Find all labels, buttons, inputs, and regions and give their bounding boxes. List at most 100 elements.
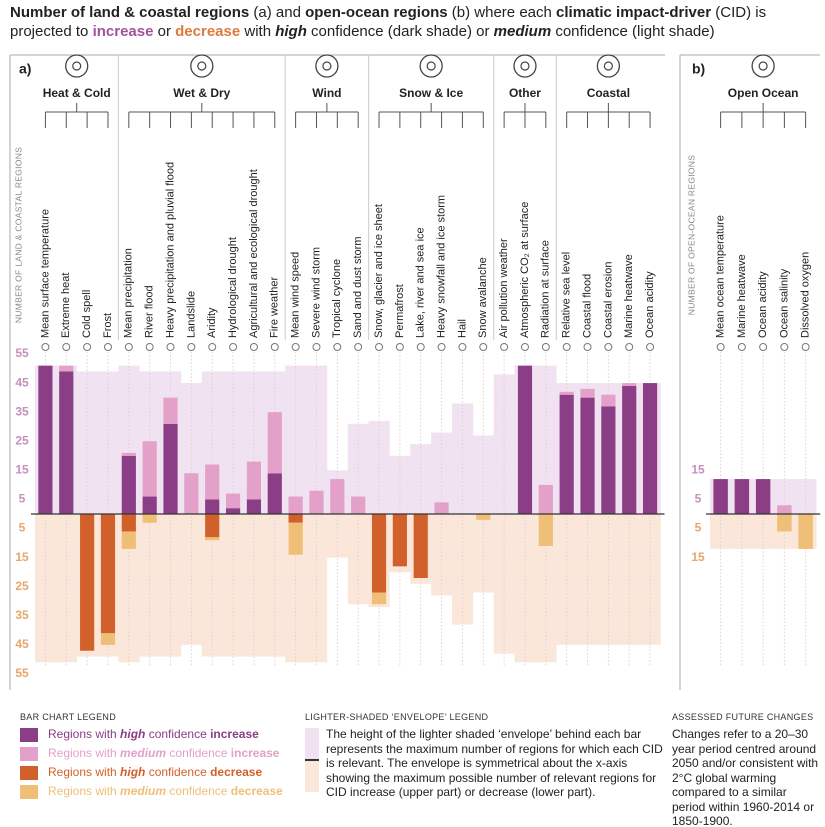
- category-label: Hail: [456, 319, 468, 338]
- category-marker: [520, 343, 529, 351]
- category-label: Marine heatwave: [736, 254, 748, 338]
- group-icon: [197, 61, 207, 71]
- category-marker: [354, 343, 363, 351]
- category-marker: [801, 343, 810, 351]
- y-axis-label: NUMBER OF LAND & COASTAL REGIONS: [13, 147, 23, 323]
- category-label: Aridity: [206, 307, 218, 338]
- envelope-lower: [180, 514, 203, 645]
- legend-text: confidence: [145, 727, 211, 741]
- category-marker: [780, 343, 789, 351]
- envelope-lower: [55, 514, 77, 663]
- title-part: (CID) is projected to: [10, 4, 771, 40]
- bar: [601, 406, 616, 514]
- category-marker: [103, 343, 112, 351]
- bar: [225, 508, 241, 514]
- group-icon: [513, 54, 537, 78]
- legend-item: Regions with high confidence decrease: [20, 765, 262, 780]
- category-label: Mean surface temperature: [39, 209, 51, 338]
- title-part: medium: [493, 23, 552, 40]
- category-marker: [124, 343, 133, 351]
- bar: [755, 479, 771, 514]
- envelope-lower: [535, 514, 557, 663]
- category-marker: [333, 343, 342, 351]
- group-icon: [751, 54, 775, 78]
- category-label: Tropical cyclone: [331, 259, 343, 338]
- y-tick-label: 15: [691, 550, 705, 564]
- category-label: River flood: [144, 285, 156, 338]
- envelope-lower: [618, 514, 640, 645]
- category-label: Hydrological drought: [227, 237, 239, 338]
- envelope-lower: [243, 514, 265, 657]
- bar: [622, 386, 637, 514]
- bar: [777, 505, 792, 514]
- category-label: Ocean acidity: [757, 271, 769, 338]
- envelope-lower: [597, 514, 620, 645]
- panel-label: a): [19, 61, 31, 77]
- group-icon: [72, 61, 82, 71]
- title-part: open-ocean regions: [305, 4, 448, 21]
- category-marker: [83, 343, 92, 351]
- bar: [309, 490, 324, 514]
- envelope-lower: [35, 514, 57, 663]
- bar: [142, 441, 157, 497]
- category-marker: [479, 343, 488, 351]
- category-marker: [229, 343, 238, 351]
- bar: [267, 473, 282, 514]
- bar: [622, 383, 637, 386]
- category-label: Radiation at surface: [540, 240, 552, 338]
- category-label: Frost: [102, 313, 114, 338]
- bar: [538, 484, 553, 514]
- envelope-upper: [368, 420, 390, 514]
- category-marker: [41, 343, 50, 351]
- category-label: Coastal erosion: [602, 262, 614, 338]
- category-marker: [270, 343, 279, 351]
- y-tick-label: 25: [15, 579, 29, 593]
- category-label: Mean precipitation: [123, 248, 135, 338]
- category-label: Ocean acidity: [644, 271, 656, 338]
- bar: [642, 383, 658, 514]
- legend-item: Regions with medium confidence increase: [20, 746, 279, 761]
- group-icon: [65, 54, 89, 78]
- title-part: (b) where each: [447, 4, 557, 21]
- bar: [246, 499, 262, 514]
- bar: [413, 514, 428, 578]
- category-label: Marine heatwave: [623, 254, 635, 338]
- bar: [330, 479, 345, 514]
- title-part: Number of land & coastal regions: [10, 4, 250, 21]
- category-marker: [187, 343, 196, 351]
- legend-text: decrease: [210, 765, 263, 779]
- bar: [777, 514, 792, 532]
- bar: [121, 452, 136, 456]
- bar: [142, 496, 157, 514]
- title-part: (a) and: [249, 4, 306, 21]
- category-label: Heavy precipitation and pluvial flood: [164, 162, 176, 338]
- envelope-lower: [264, 514, 286, 657]
- category-label: Heavy snowfall and ice storm: [435, 195, 447, 338]
- bar: [288, 514, 303, 523]
- category-marker: [166, 343, 175, 351]
- bar: [38, 365, 53, 514]
- category-label: Mean ocean temperature: [715, 215, 727, 338]
- group-label: Open Ocean: [728, 86, 799, 100]
- assessed-text: Changes refer to a 20–30 year period cen…: [672, 727, 819, 827]
- bar: [121, 455, 136, 514]
- y-tick-label: 15: [15, 550, 29, 564]
- category-label: Ocean salinity: [778, 268, 790, 338]
- bar: [142, 514, 157, 523]
- chart: a) NUMBER OF LAND & COASTAL REGIONS Heat &…: [9, 54, 821, 690]
- category-marker: [759, 343, 768, 351]
- group-label: Wind: [312, 86, 341, 100]
- legend-text: medium: [120, 746, 167, 760]
- envelope-upper: [431, 432, 453, 514]
- category-label: Coastal flood: [581, 274, 593, 338]
- bar: [580, 388, 595, 398]
- y-tick-label: 15: [15, 463, 29, 477]
- envelope-lower: [514, 514, 536, 663]
- bar: [288, 522, 303, 555]
- group-icon: [426, 61, 436, 71]
- category-marker: [583, 343, 592, 351]
- bar: [734, 479, 750, 514]
- envelope-lower: [556, 514, 578, 645]
- category-marker: [437, 343, 446, 351]
